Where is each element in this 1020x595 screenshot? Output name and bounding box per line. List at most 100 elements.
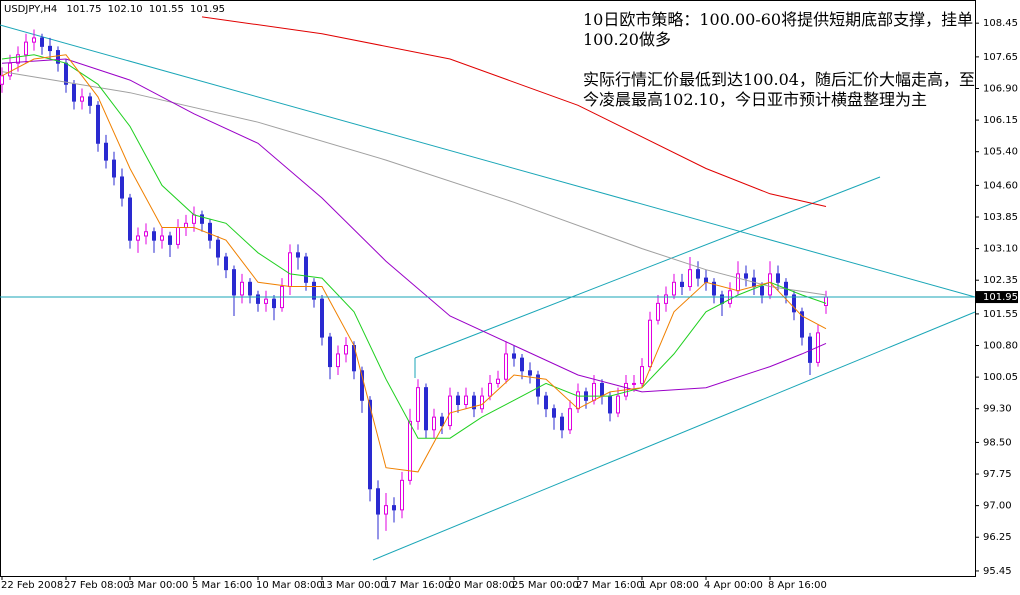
candle-body <box>776 273 780 283</box>
y-tick-label: 98.50 <box>983 437 1012 448</box>
x-tick-label: 3 Mar 00:00 <box>128 580 188 591</box>
candle-body <box>640 366 644 384</box>
candle-body <box>712 281 716 296</box>
candle-body <box>512 353 516 359</box>
candle-body <box>208 222 212 241</box>
x-tick-label: 20 Mar 08:00 <box>448 580 515 591</box>
y-tick-label: 100.05 <box>983 372 1018 383</box>
candle-body <box>216 239 220 258</box>
candle-body <box>824 296 828 306</box>
candle-body <box>744 273 748 279</box>
candle-body <box>152 231 156 241</box>
candle-body <box>32 37 36 43</box>
candle-body <box>504 353 508 380</box>
candle-body <box>664 294 668 304</box>
candle-body <box>720 294 724 304</box>
candle-body <box>680 281 684 288</box>
annotation: 10日欧市策略：100.00-60将提供短期底部支撑，挂单100.20做多 <box>583 10 974 49</box>
open-value: 101.75 <box>66 4 101 15</box>
candle-body <box>544 395 548 410</box>
x-tick-label: 1 Apr 08:00 <box>640 580 699 591</box>
candle-body <box>136 235 140 241</box>
candle-body <box>168 235 172 245</box>
candle-body <box>656 302 660 321</box>
price-label: 101.95 <box>983 292 1018 303</box>
high-value: 102.10 <box>108 4 143 15</box>
candle-body <box>240 281 244 296</box>
candle-body <box>448 395 452 427</box>
candle-body <box>528 370 532 376</box>
candle-body <box>464 395 468 406</box>
trend-line <box>372 311 976 561</box>
candle-body <box>48 45 52 52</box>
candle-body <box>320 298 324 338</box>
candle-body <box>8 62 12 77</box>
y-tick-label: 99.30 <box>983 404 1012 415</box>
candle-body <box>552 408 556 418</box>
candle-body <box>144 231 148 237</box>
y-tick-label: 106.15 <box>983 115 1018 126</box>
candle-body <box>576 391 580 410</box>
candle-body <box>224 256 228 271</box>
x-tick-label: 8 Apr 16:00 <box>768 580 827 591</box>
x-tick-label: 4 Apr 00:00 <box>704 580 763 591</box>
candle-body <box>104 142 108 161</box>
y-tick-label: 102.35 <box>983 275 1018 286</box>
candle-body <box>376 488 380 515</box>
candle-body <box>432 416 436 431</box>
candle-body <box>496 378 500 384</box>
x-tick-label: 25 Mar 00:00 <box>512 580 579 591</box>
candle-body <box>328 336 332 368</box>
candle-body <box>792 294 796 313</box>
candle-body <box>592 382 596 401</box>
moving-average <box>1 54 827 439</box>
candle-body <box>416 387 420 422</box>
candle-body <box>80 96 84 102</box>
candle-body <box>456 395 460 406</box>
candle-body <box>264 298 268 304</box>
y-tick-label: 104.60 <box>983 180 1018 191</box>
candle-body <box>96 104 100 144</box>
candle-body <box>632 382 636 385</box>
candle-body <box>24 41 28 56</box>
candle-body <box>368 399 372 490</box>
candle-body <box>488 382 492 397</box>
moving-average <box>1 58 827 393</box>
low-value: 101.55 <box>149 4 184 15</box>
y-tick-label: 97.00 <box>983 501 1012 512</box>
candle-body <box>736 273 740 292</box>
annotation-box: 10日欧市策略：100.00-60将提供短期底部支撑，挂单100.20做多 实际… <box>583 10 975 130</box>
candle-body <box>536 374 540 397</box>
candle-body <box>88 96 92 106</box>
candle-body <box>296 252 300 258</box>
candle-body <box>384 505 388 515</box>
candle-body <box>696 269 700 279</box>
y-tick-label: 95.45 <box>983 566 1012 577</box>
trend-line <box>414 176 881 359</box>
candle-body <box>112 159 116 178</box>
candle-body <box>160 235 164 241</box>
y-tick-label: 103.10 <box>983 244 1018 255</box>
candle-body <box>128 197 132 241</box>
candle-body <box>232 269 236 296</box>
y-tick-label: 106.90 <box>983 83 1018 94</box>
plot-frame <box>0 0 976 577</box>
y-tick-label: 100.80 <box>983 341 1018 352</box>
candle-body <box>56 50 60 64</box>
candle-body <box>400 479 404 511</box>
x-tick-label: 27 Mar 16:00 <box>576 580 643 591</box>
candle-body <box>184 222 188 229</box>
moving-average <box>201 16 827 207</box>
candle-body <box>616 395 620 414</box>
y-tick-label: 96.25 <box>983 532 1012 543</box>
candle-body <box>472 395 476 410</box>
candle-body <box>392 505 396 511</box>
candle-body <box>768 273 772 296</box>
trend-lines <box>0 24 976 561</box>
candle-body <box>440 416 444 427</box>
candle-body <box>520 357 524 372</box>
candle-body <box>480 395 484 410</box>
close-value: 101.95 <box>190 4 225 15</box>
candle-body <box>704 277 708 283</box>
